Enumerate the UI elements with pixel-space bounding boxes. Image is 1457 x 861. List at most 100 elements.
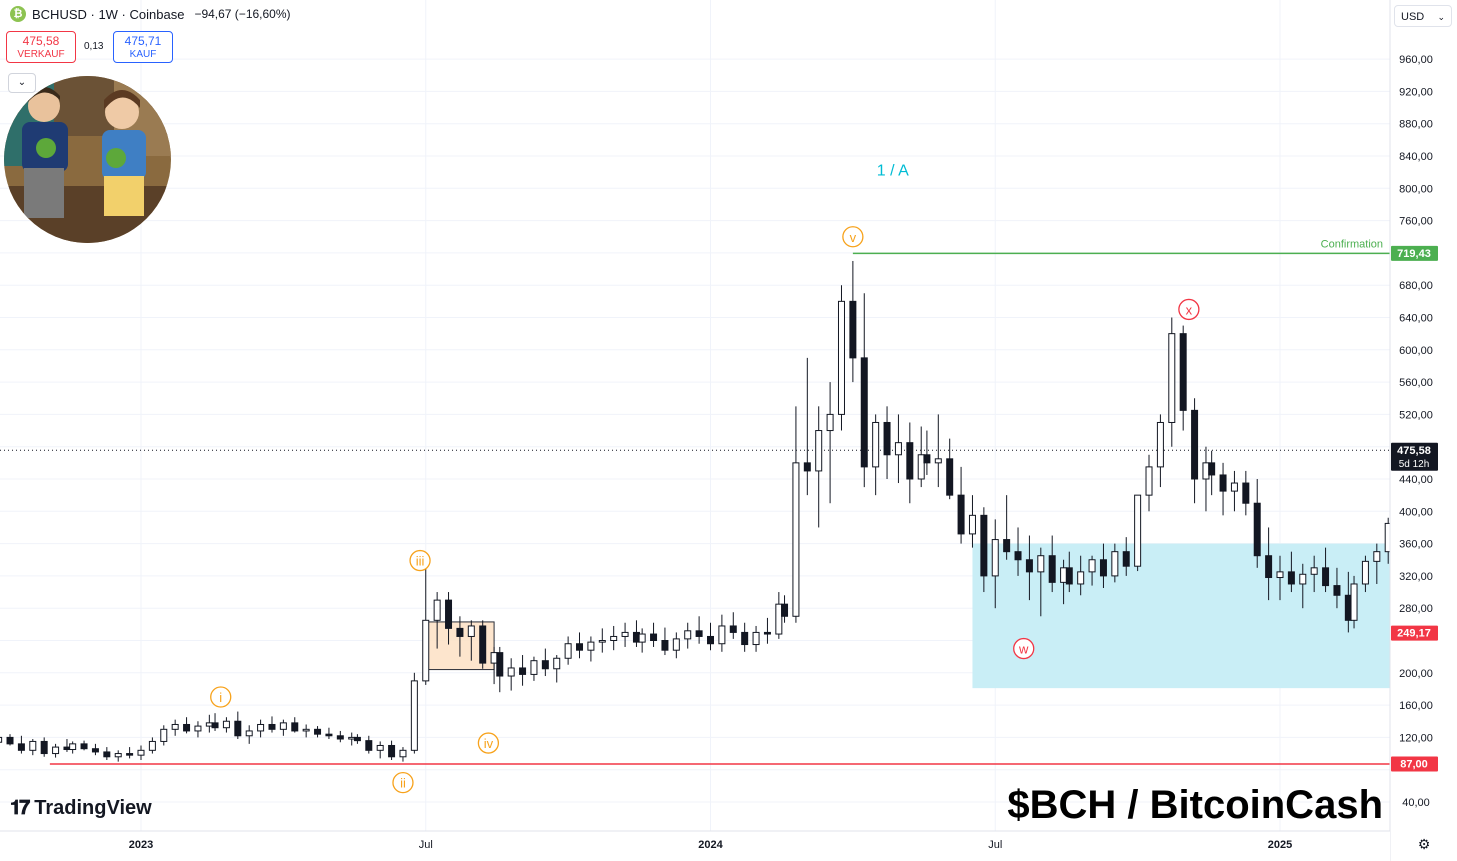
candle-body — [63, 746, 71, 751]
candle-body — [194, 725, 202, 732]
wave-label-circle — [210, 686, 232, 708]
price-tick-label: 120,00 — [1399, 732, 1433, 744]
wave-label-circle — [1178, 298, 1200, 321]
candle-body — [917, 454, 925, 480]
candle-body — [496, 652, 504, 677]
candle-body — [860, 357, 868, 468]
candle-body — [826, 413, 834, 432]
tradingview-logo-text: TradingView — [34, 797, 152, 819]
candle-body — [1003, 539, 1011, 553]
candle-body — [1037, 555, 1045, 573]
price-badge — [1391, 756, 1438, 772]
candle-body — [388, 744, 396, 758]
candle-body — [257, 723, 265, 732]
candle-body — [837, 300, 845, 415]
candle-body — [553, 657, 561, 670]
wave-label: w — [1018, 642, 1029, 657]
candle-body — [205, 722, 213, 727]
candle-body — [661, 640, 669, 651]
candle-body — [1373, 551, 1381, 562]
candle-body — [1276, 571, 1284, 579]
candle-body — [376, 744, 384, 751]
currency-select[interactable]: USD ⌄ — [1394, 5, 1452, 27]
wave-label-circle — [1013, 637, 1035, 660]
candle-body — [353, 736, 361, 742]
wave-label-circle — [477, 732, 500, 754]
candle-body — [1191, 409, 1199, 480]
wave-label: iv — [484, 736, 494, 751]
candle-body — [1145, 466, 1153, 496]
candle-body — [507, 667, 515, 677]
candle-body — [29, 740, 37, 751]
candle-body — [792, 462, 800, 617]
candle-body — [1048, 555, 1056, 583]
price-badge — [1391, 625, 1438, 641]
zone-box — [972, 543, 1457, 689]
candle-body — [1179, 333, 1187, 411]
candle-body — [336, 735, 344, 740]
sell-button[interactable]: 475,58 VERKAUF — [6, 31, 76, 63]
candle-body — [1310, 567, 1318, 575]
candle-body — [1333, 585, 1341, 596]
candle-body — [69, 743, 77, 751]
candle-body — [1111, 551, 1119, 577]
candle-body — [1156, 421, 1164, 468]
candle-body — [490, 652, 498, 664]
buy-price: 475,71 — [124, 34, 162, 48]
candle-body — [1299, 573, 1307, 585]
candle-body — [1099, 559, 1107, 577]
chart-watermark-title: $BCH / BitcoinCash — [1007, 783, 1383, 827]
candle-body — [17, 743, 25, 751]
price-badge-label: 719,43 — [1397, 248, 1431, 260]
candle-body — [1014, 551, 1022, 561]
candle-body — [598, 640, 606, 643]
gear-icon[interactable]: ⚙ — [1417, 836, 1431, 852]
collapse-legend-button[interactable]: ⌄ — [8, 73, 36, 93]
price-badge — [1391, 442, 1438, 471]
price-badge-label: 87,00 — [1400, 759, 1428, 771]
candle-body — [946, 458, 954, 496]
candle-body — [1344, 594, 1352, 621]
candle-body — [268, 723, 276, 730]
price-tick-label: 600,00 — [1399, 345, 1433, 357]
candle-body — [610, 635, 618, 642]
candle-body — [763, 631, 771, 635]
time-tick-label: 2024 — [698, 839, 723, 851]
candle-body — [1134, 494, 1142, 567]
candle-body — [1361, 560, 1369, 585]
candle-body — [399, 749, 407, 758]
tradingview-logo[interactable]: 𝟏𝟕 TradingView — [10, 797, 152, 820]
price-tick-label: 400,00 — [1399, 506, 1433, 518]
candle-body — [222, 720, 230, 729]
price-tick-label: 640,00 — [1399, 313, 1433, 325]
candle-body — [80, 743, 88, 750]
buy-button[interactable]: 475,71 KAUF — [113, 31, 173, 63]
candle-body — [934, 458, 942, 464]
candle-body — [1025, 559, 1033, 573]
candle-body — [672, 638, 680, 651]
price-tick-label: 800,00 — [1399, 183, 1433, 195]
wave-label: iii — [416, 554, 425, 569]
candle-body — [445, 599, 453, 629]
candle-body — [752, 631, 760, 646]
candle-body — [923, 454, 931, 464]
candle-body — [1230, 482, 1238, 492]
candle-body — [1265, 555, 1273, 579]
candle-body — [183, 723, 191, 732]
candle-body — [171, 723, 179, 730]
candle-body — [991, 539, 999, 577]
candle-body — [638, 633, 646, 643]
symbol-title: BCHUSD · 1W · Coinbase — [32, 6, 185, 22]
symbol-header[interactable]: ₿ BCHUSD · 1W · Coinbase −94,67 (−16,60%… — [10, 6, 291, 22]
wave-label: 1 / A — [877, 163, 909, 180]
candle-body — [872, 421, 880, 468]
candle-body — [781, 603, 789, 617]
candle-body — [1253, 502, 1261, 557]
candle-body — [1077, 571, 1085, 585]
candle-body — [456, 627, 464, 637]
candle-body — [479, 625, 487, 664]
price-tick-label: 440,00 — [1399, 474, 1433, 486]
candle-body — [564, 643, 572, 659]
candle-body — [348, 736, 356, 740]
